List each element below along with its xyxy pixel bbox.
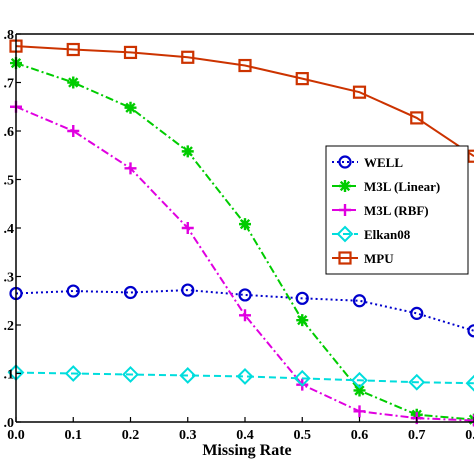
data-point-1-1 — [67, 76, 80, 89]
data-point-0-1 — [66, 284, 80, 298]
series-layer — [7, 39, 474, 427]
x-tick-label-4: 0.4 — [236, 428, 254, 443]
data-point-3-2 — [122, 366, 139, 383]
series-4 — [9, 39, 474, 163]
y-tick-label-0: .0 — [4, 416, 15, 431]
legend-marker-0 — [338, 155, 352, 169]
series-2 — [10, 100, 474, 427]
y-tick-label-3: .3 — [4, 271, 15, 286]
legend-entry-4: MPU — [332, 251, 394, 266]
legend-entry-2: M3L (RBF) — [332, 203, 429, 218]
data-point-2-3 — [181, 222, 194, 234]
legend-label-0: WELL — [364, 155, 403, 170]
legend-entry-1: M3L (Linear) — [332, 179, 440, 194]
data-point-1-3 — [181, 145, 194, 158]
y-tick-label-2: .2 — [4, 319, 15, 334]
series-line-2 — [15, 105, 474, 422]
y-tick-label-1: .1 — [4, 368, 15, 383]
data-point-1-5 — [296, 314, 309, 327]
series-0 — [9, 283, 474, 338]
legend-label-1: M3L (Linear) — [364, 179, 440, 194]
y-tick-label-8: .8 — [4, 28, 15, 43]
series-3 — [7, 364, 474, 392]
data-point-4-6 — [352, 85, 367, 99]
data-point-2-4 — [239, 309, 251, 322]
x-tick-label-3: 0.3 — [179, 428, 197, 443]
data-point-4-4 — [238, 58, 252, 73]
data-point-0-7 — [410, 306, 424, 320]
data-point-1-6 — [353, 384, 366, 397]
y-tick-label-7: .7 — [4, 77, 15, 92]
data-point-0-8 — [467, 324, 474, 338]
data-point-4-1 — [66, 42, 80, 57]
data-point-3-8 — [465, 374, 474, 392]
data-point-4-7 — [410, 111, 424, 125]
legend-entry-3: Elkan08 — [332, 225, 411, 243]
legend-label-3: Elkan08 — [364, 227, 411, 242]
data-point-3-6 — [351, 371, 368, 389]
data-point-2-2 — [124, 162, 137, 175]
data-point-3-5 — [293, 369, 311, 387]
data-point-0-5 — [295, 291, 309, 305]
legend-marker-1 — [339, 180, 351, 192]
x-tick-label-1: 0.1 — [65, 428, 83, 443]
data-point-3-7 — [408, 373, 426, 391]
x-tick-label-2: 0.2 — [122, 428, 140, 443]
x-tick-label-0: 0.0 — [7, 428, 25, 443]
y-tick-label-5: .5 — [4, 174, 15, 189]
series-line-1 — [15, 62, 474, 421]
legend-label-4: MPU — [364, 251, 394, 266]
data-point-4-5 — [295, 72, 309, 86]
series-line-4 — [15, 45, 474, 158]
y-tick-label-6: .6 — [4, 125, 15, 140]
data-point-0-6 — [352, 294, 367, 308]
data-point-0-3 — [181, 283, 195, 297]
data-point-0-4 — [238, 288, 252, 302]
y-tick-label-4: .4 — [4, 222, 15, 237]
data-point-1-4 — [239, 218, 251, 231]
data-point-1-2 — [124, 101, 137, 114]
series-line-0 — [15, 289, 474, 332]
data-point-0-2 — [123, 285, 138, 300]
data-point-3-4 — [236, 367, 254, 385]
x-tick-label-5: 0.5 — [294, 428, 312, 443]
data-point-3-1 — [64, 365, 82, 382]
x-tick-label-7: 0.7 — [408, 428, 426, 443]
data-point-4-2 — [123, 45, 138, 60]
x-tick-label-6: 0.6 — [351, 428, 369, 443]
data-point-3-3 — [179, 367, 197, 384]
legend-label-2: M3L (RBF) — [364, 203, 429, 218]
legend-marker-2 — [339, 204, 351, 216]
data-point-2-6 — [353, 405, 366, 418]
x-tick-label-8: 0.8 — [465, 428, 474, 443]
legend-entry-0: WELL — [332, 155, 403, 170]
data-point-2-1 — [67, 125, 80, 137]
data-point-4-3 — [181, 50, 195, 64]
legend-marker-4 — [338, 251, 352, 265]
legend: WELL M3L (Linear) M3L (RBF) Elkan08 MPU — [325, 145, 469, 275]
ticks-layer: 0.0 0.1 0.2 0.3 0.4 0.5 0.6 0.7 0.8 .0 .1 .2 .3 .4 .5.… — [4, 28, 474, 443]
legend-marker-3 — [336, 225, 354, 243]
data-point-2-8 — [468, 414, 474, 427]
x-axis-title: Missing Rate — [202, 442, 291, 459]
